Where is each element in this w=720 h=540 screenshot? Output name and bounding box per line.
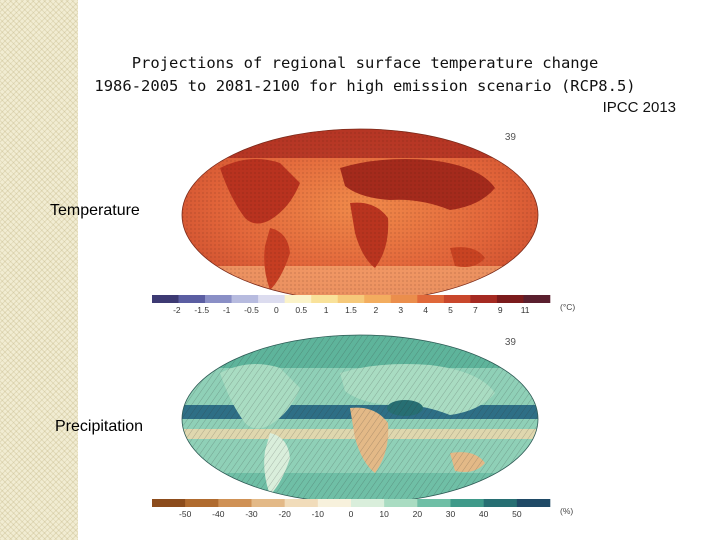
precipitation-colorbar-swatch <box>450 499 484 507</box>
temperature-map-figure: -2 -1.5 -1 -0.5 0 0.5 1 1.5 2 3 4 5 7 9 11 39 (°C) <box>150 128 580 318</box>
temperature-colorbar-tick-label: 3 <box>398 305 403 315</box>
temperature-colorbar-swatch <box>417 295 445 303</box>
precipitation-colorbar-tick-label: -10 <box>312 509 325 519</box>
slide-title: Projections of regional surface temperat… <box>40 52 690 98</box>
precipitation-map-figure: -50 -40 -30 -20 -10 0 10 20 30 40 50 39 (%) <box>150 333 580 525</box>
temperature-colorbar-tick-label: 0 <box>274 305 279 315</box>
temperature-label: Temperature <box>50 202 140 219</box>
temperature-colorbar-swatch <box>284 295 312 303</box>
temperature-colorbar-tick-label: 7 <box>473 305 478 315</box>
temperature-colorbar-tick-label: -1 <box>223 305 231 315</box>
precipitation-colorbar-tick-label: 40 <box>479 509 489 519</box>
temperature-colorbar-tick-label: 5 <box>448 305 453 315</box>
precipitation-colorbar-tick-label: 0 <box>349 509 354 519</box>
temperature-colorbar-tick-label: -2 <box>173 305 181 315</box>
precipitation-panel-number: 39 <box>504 337 516 348</box>
temperature-colorbar-swatch <box>364 295 392 303</box>
precipitation-colorbar-tick-label: 30 <box>446 509 456 519</box>
precipitation-colorbar-swatch <box>417 499 451 507</box>
source-credit: IPCC 2013 <box>602 99 676 116</box>
precipitation-world-map <box>181 334 539 504</box>
precipitation-colorbar-swatch <box>317 499 352 507</box>
temperature-colorbar-swatch <box>390 295 418 303</box>
precipitation-colorbar-swatch <box>516 499 551 507</box>
precipitation-colorbar-swatch <box>185 499 219 507</box>
temperature-colorbar-swatch <box>470 295 498 303</box>
precipitation-map-graphic: -50 -40 -30 -20 -10 0 10 20 30 40 50 <box>152 334 551 519</box>
precipitation-colorbar: -50 -40 -30 -20 -10 0 10 20 30 40 50 <box>152 499 551 519</box>
temperature-panel-number: 39 <box>504 132 516 143</box>
temperature-colorbar-swatch <box>258 295 285 303</box>
temperature-colorbar-tick-label: 4 <box>423 305 428 315</box>
precipitation-colorbar-tick-label: -40 <box>212 509 225 519</box>
temperature-colorbar-tick-label: 1.5 <box>345 305 357 315</box>
precipitation-label: Precipitation <box>55 418 144 435</box>
title-line-1: Projections of regional surface temperat… <box>131 54 599 72</box>
temperature-colorbar-tick-label: 1 <box>324 305 329 315</box>
precipitation-colorbar-tick-label: 50 <box>512 509 522 519</box>
temperature-colorbar-tick-label: -1.5 <box>194 305 209 315</box>
temperature-colorbar-tick-label: 0.5 <box>295 305 307 315</box>
precipitation-colorbar-swatch <box>284 499 319 507</box>
temperature-map-graphic: -2 -1.5 -1 -0.5 0 0.5 1 1.5 2 3 4 5 7 9 11 <box>152 128 551 315</box>
temperature-colorbar-tick-label: 11 <box>521 305 530 315</box>
temperature-colorbar-swatch <box>443 295 471 303</box>
title-line-2: 1986-2005 to 2081-2100 for high emission… <box>94 77 636 95</box>
temperature-colorbar-swatch <box>178 295 206 303</box>
temperature-colorbar-tick-label: 9 <box>498 305 503 315</box>
temperature-colorbar-swatch <box>337 295 365 303</box>
temperature-colorbar-swatch <box>523 295 551 303</box>
temperature-unit-label: (°C) <box>560 302 576 312</box>
temperature-colorbar-swatch <box>311 295 339 303</box>
precipitation-unit-label: (%) <box>560 506 574 516</box>
precipitation-colorbar-tick-label: 10 <box>379 509 389 519</box>
temperature-colorbar-tick-label: -0.5 <box>244 305 259 315</box>
temperature-colorbar-tick-label: 2 <box>374 305 379 315</box>
precipitation-colorbar-swatch <box>483 499 518 507</box>
precipitation-colorbar-tick-label: 20 <box>413 509 423 519</box>
precipitation-colorbar-swatch <box>218 499 252 507</box>
temperature-colorbar-swatch <box>496 295 524 303</box>
precipitation-colorbar-swatch <box>251 499 285 507</box>
temperature-colorbar-swatch <box>231 295 259 303</box>
temperature-world-map <box>181 128 539 302</box>
decorative-side-strip <box>0 0 78 540</box>
temperature-colorbar: -2 -1.5 -1 -0.5 0 0.5 1 1.5 2 3 4 5 7 9 11 <box>152 295 551 315</box>
precipitation-colorbar-swatch <box>384 499 418 507</box>
precipitation-colorbar-tick-label: -30 <box>245 509 258 519</box>
precipitation-colorbar-tick-label: -50 <box>179 509 192 519</box>
precipitation-colorbar-swatch <box>351 499 385 507</box>
temperature-colorbar-swatch <box>152 295 179 303</box>
precipitation-colorbar-swatch <box>152 499 186 507</box>
temperature-colorbar-swatch <box>205 295 232 303</box>
precipitation-colorbar-tick-label: -20 <box>279 509 292 519</box>
